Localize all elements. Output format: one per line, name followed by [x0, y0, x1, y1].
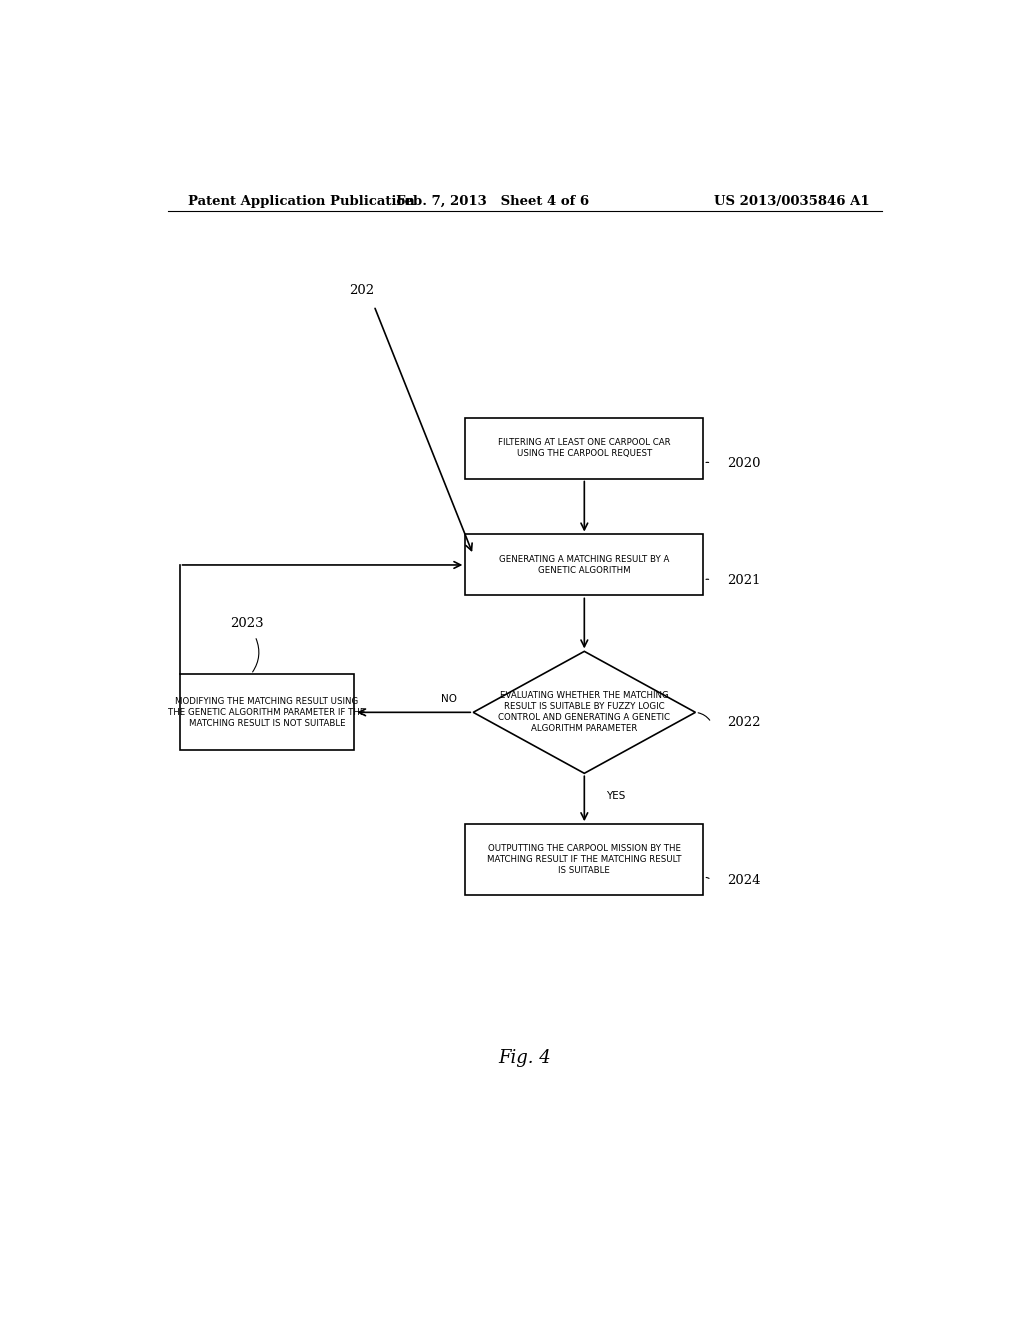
Polygon shape — [473, 651, 695, 774]
FancyBboxPatch shape — [179, 675, 354, 751]
Text: Feb. 7, 2013   Sheet 4 of 6: Feb. 7, 2013 Sheet 4 of 6 — [396, 194, 590, 207]
Text: US 2013/0035846 A1: US 2013/0035846 A1 — [715, 194, 870, 207]
Text: YES: YES — [606, 791, 626, 801]
Text: OUTPUTTING THE CARPOOL MISSION BY THE
MATCHING RESULT IF THE MATCHING RESULT
IS : OUTPUTTING THE CARPOOL MISSION BY THE MA… — [487, 843, 682, 875]
Text: 2021: 2021 — [727, 574, 761, 586]
FancyBboxPatch shape — [465, 535, 703, 595]
Text: 2020: 2020 — [727, 457, 761, 470]
Text: 2024: 2024 — [727, 874, 761, 887]
Text: Patent Application Publication: Patent Application Publication — [187, 194, 415, 207]
Text: GENERATING A MATCHING RESULT BY A
GENETIC ALGORITHM: GENERATING A MATCHING RESULT BY A GENETI… — [499, 554, 670, 576]
Text: MODIFYING THE MATCHING RESULT USING
THE GENETIC ALGORITHM PARAMETER IF THE
MATCH: MODIFYING THE MATCHING RESULT USING THE … — [168, 697, 366, 727]
Text: NO: NO — [441, 694, 458, 704]
FancyBboxPatch shape — [465, 417, 703, 479]
Text: 2023: 2023 — [230, 618, 264, 631]
FancyBboxPatch shape — [465, 824, 703, 895]
Text: EVALUATING WHETHER THE MATCHING
RESULT IS SUITABLE BY FUZZY LOGIC
CONTROL AND GE: EVALUATING WHETHER THE MATCHING RESULT I… — [499, 692, 671, 734]
Text: FILTERING AT LEAST ONE CARPOOL CAR
USING THE CARPOOL REQUEST: FILTERING AT LEAST ONE CARPOOL CAR USING… — [498, 438, 671, 458]
Text: 2022: 2022 — [727, 715, 761, 729]
Text: Fig. 4: Fig. 4 — [499, 1049, 551, 1067]
Text: 202: 202 — [349, 284, 375, 297]
